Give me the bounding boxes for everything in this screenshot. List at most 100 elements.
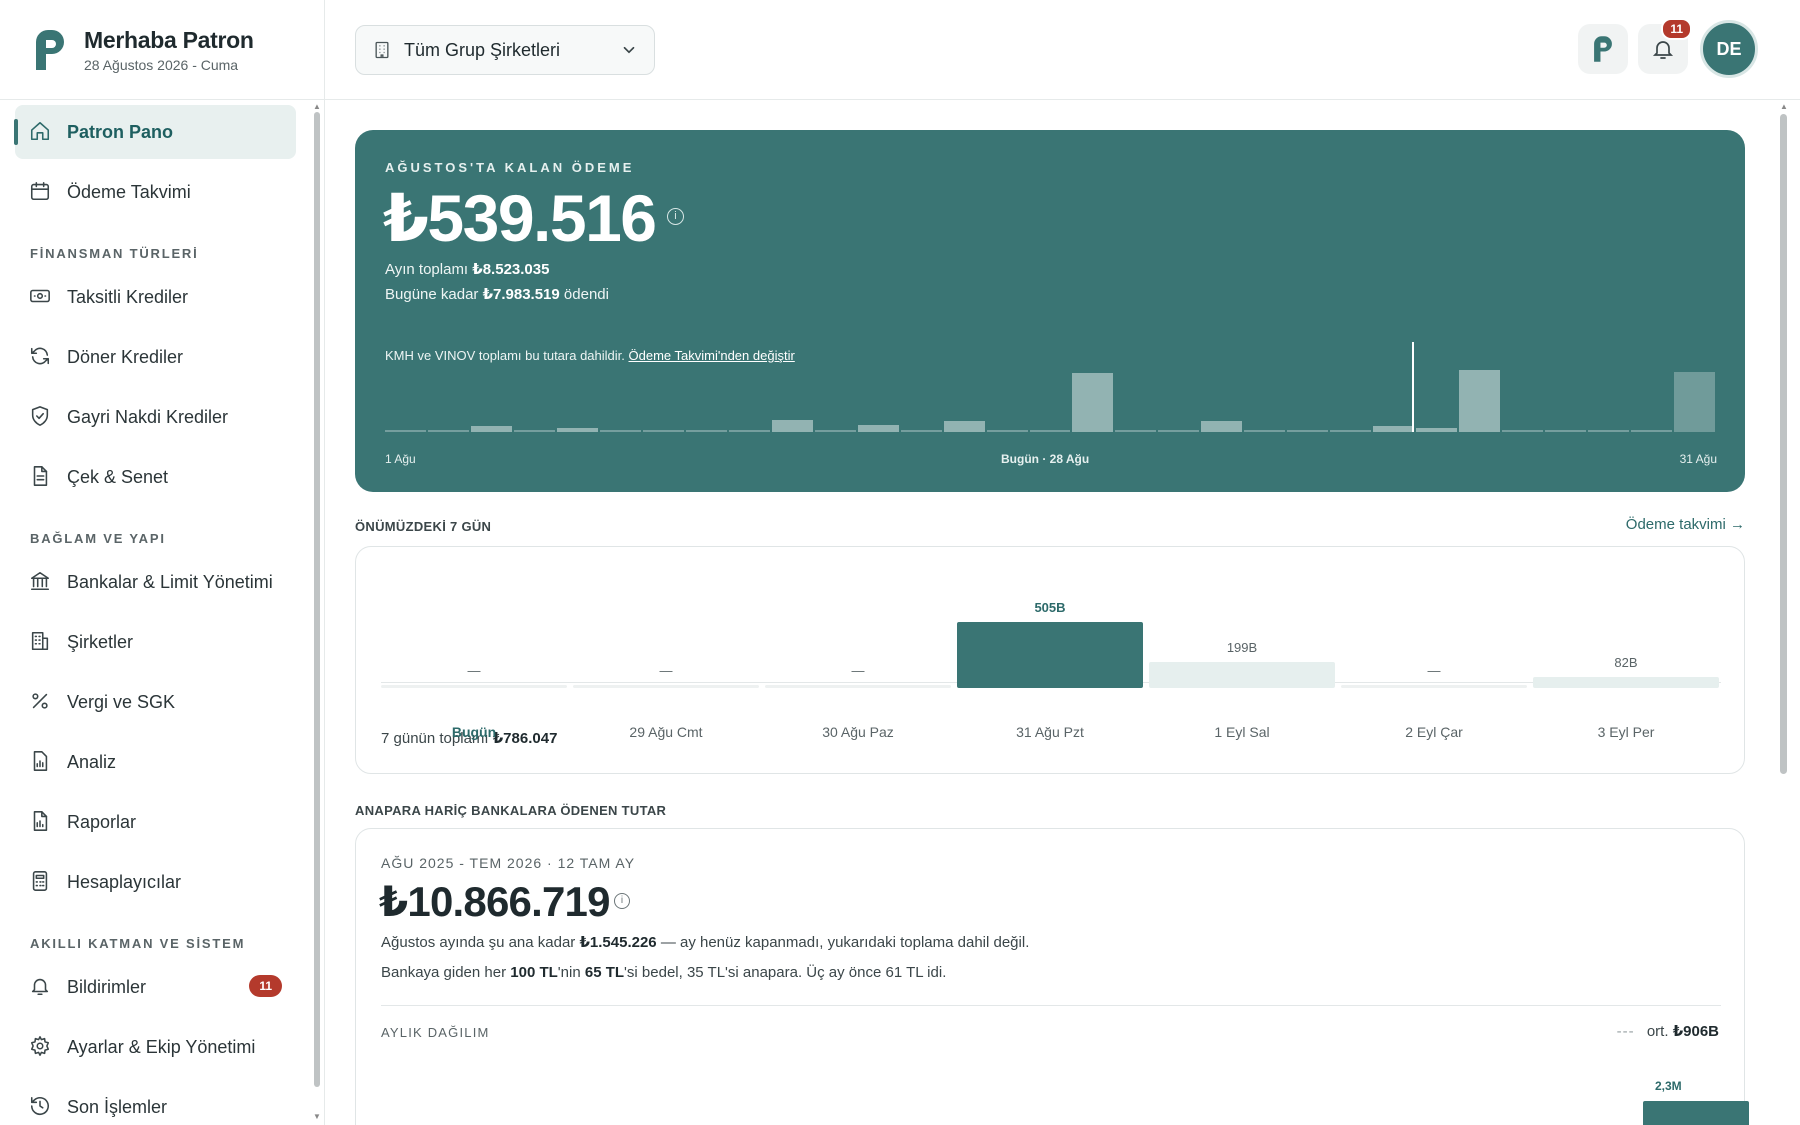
current-date: 28 Ağustos 2026 - Cuma: [84, 56, 239, 73]
section-heading-context: BAĞLAM VE YAPI: [30, 531, 166, 546]
payment-calendar-link[interactable]: Ödeme takvimi →: [1625, 516, 1745, 533]
week-day-column[interactable]: — 2 Eyl Çar: [1341, 577, 1527, 747]
daily-payment-bar[interactable]: [1416, 427, 1458, 432]
hero-note-text: KMH ve VINOV toplamı bu tutara dahildir.: [385, 348, 625, 363]
daily-payment-bar[interactable]: [771, 419, 813, 432]
sidebar-item-son-islemler[interactable]: Son İşlemler: [15, 1080, 296, 1125]
sidebar-item-label: Döner Krediler: [67, 346, 184, 367]
hero-eyebrow: AĞUSTOS'TA KALAN ÖDEME: [385, 160, 635, 175]
sidebar-item-bankalar[interactable]: Bankalar & Limit Yönetimi: [15, 555, 296, 609]
daily-payment-bar[interactable]: [513, 430, 555, 432]
week-day-bar: [1149, 662, 1335, 688]
daily-payment-bar[interactable]: [1287, 430, 1329, 432]
sidebar-item-vergi-sgk[interactable]: Vergi ve SGK: [15, 675, 296, 729]
daily-payment-bar[interactable]: [814, 430, 856, 432]
month-total-label: Ayın toplamı: [385, 261, 469, 278]
change-in-calendar-link[interactable]: Ödeme Takvimi'nden değiştir: [628, 348, 795, 363]
sidebar-item-patron-pano[interactable]: Patron Pano: [14, 105, 296, 159]
sidebar-item-doner-krediler[interactable]: Döner Krediler: [15, 330, 296, 384]
notifications-button[interactable]: 11: [1638, 18, 1692, 74]
daily-payment-bar[interactable]: [1631, 430, 1673, 432]
scroll-up-icon[interactable]: ▲: [313, 102, 321, 111]
sidebar-item-gayri-nakdi[interactable]: Gayri Nakdi Krediler: [15, 390, 296, 444]
sidebar-item-cek-senet[interactable]: Çek & Senet: [15, 450, 296, 504]
main-content: AĞUSTOS'TA KALAN ÖDEME ₺539.516 i Ayın t…: [325, 100, 1787, 1125]
daily-payment-bar[interactable]: [642, 430, 684, 432]
week-day-column[interactable]: — 29 Ağu Cmt: [573, 577, 759, 747]
scroll-down-icon[interactable]: ▼: [313, 1112, 321, 1121]
week-day-column[interactable]: 82B 3 Eyl Per: [1533, 577, 1719, 747]
daily-payment-bar[interactable]: [385, 430, 426, 432]
info-icon[interactable]: i: [614, 893, 630, 909]
greeting-title: Merhaba Patron: [84, 26, 254, 53]
august-interest-amount: ₺1.545.226: [579, 934, 657, 951]
interest-paid-card: AĞU 2025 - TEM 2026 · 12 TAM AY ₺10.866.…: [355, 828, 1749, 1125]
week-total-value: ₺786.047: [492, 730, 558, 747]
sidebar-item-label: Patron Pano: [67, 121, 174, 142]
week-day-label: 30 Ağu Paz: [822, 724, 894, 740]
daily-payment-bar[interactable]: [728, 430, 770, 432]
daily-payment-bar[interactable]: [556, 427, 598, 432]
sidebar-item-sirketler[interactable]: Şirketler: [15, 615, 296, 669]
sidebar-scrollbar[interactable]: ▲ ▼: [312, 100, 322, 1125]
week-day-value: 82B: [1614, 655, 1638, 671]
daily-payment-bar[interactable]: [1072, 373, 1114, 432]
week-day-column[interactable]: 505B 31 Ağu Pzt: [957, 577, 1143, 747]
week-day-label: Bugün: [451, 724, 497, 740]
daily-payment-bar[interactable]: [1373, 425, 1415, 432]
scroll-up-icon[interactable]: ▲: [1780, 102, 1788, 111]
daily-payment-bar[interactable]: [1115, 430, 1157, 432]
daily-payment-bar[interactable]: [1158, 430, 1200, 432]
paid-label: Bugüne kadar: [385, 286, 479, 303]
daily-payment-bar[interactable]: [427, 430, 469, 432]
week-day-bar: [957, 622, 1143, 688]
calculator-icon: [29, 870, 53, 894]
sidebar-item-analiz[interactable]: Analiz: [15, 735, 296, 789]
scrollbar-thumb[interactable]: [314, 112, 320, 1087]
sidebar-item-label: Ödeme Takvimi: [67, 181, 191, 202]
bar-value-label: 2,3M: [1655, 1079, 1682, 1093]
daily-payment-bar[interactable]: [1459, 370, 1501, 432]
daily-payment-bar[interactable]: [1201, 420, 1243, 432]
chart-bar: [1643, 1101, 1749, 1125]
august-interest-post: — ay henüz kapanmadı, yukarıdaki toplama…: [660, 934, 1030, 951]
daily-payment-bar[interactable]: [943, 420, 985, 432]
patron-logo-button[interactable]: [1578, 24, 1628, 74]
main-scrollbar[interactable]: ▲: [1777, 100, 1789, 1125]
sidebar-item-ayarlar[interactable]: Ayarlar & Ekip Yönetimi: [15, 1020, 296, 1074]
sidebar-item-label: Taksitli Krediler: [67, 286, 189, 307]
daily-payment-bar[interactable]: [986, 430, 1028, 432]
daily-payment-bar[interactable]: [1674, 372, 1715, 432]
daily-payment-bar[interactable]: [900, 430, 942, 432]
daily-payment-bar[interactable]: [857, 424, 899, 432]
sidebar-item-label: Hesaplayıcılar: [67, 871, 182, 892]
interest-section-title: ANAPARA HARİÇ BANKALARA ÖDENEN TUTAR: [355, 803, 667, 818]
week-day-column[interactable]: 199B 1 Eyl Sal: [1149, 577, 1335, 747]
week-day-label: 29 Ağu Cmt: [629, 724, 703, 740]
sidebar-item-odeme-takvimi[interactable]: Ödeme Takvimi: [15, 165, 296, 219]
patron-logo-icon: [36, 29, 64, 70]
gear-icon: [29, 1035, 53, 1059]
daily-payment-bar[interactable]: [1029, 430, 1071, 432]
week-day-value: —: [1427, 663, 1441, 678]
daily-payment-bar[interactable]: [1545, 430, 1587, 432]
daily-payment-bar[interactable]: [1330, 430, 1372, 432]
daily-payment-bar[interactable]: [685, 430, 727, 432]
daily-payment-bar[interactable]: [1244, 430, 1286, 432]
daily-payment-bar[interactable]: [1502, 430, 1544, 432]
daily-payment-bar[interactable]: [1588, 430, 1630, 432]
company-select[interactable]: Tüm Grup Şirketleri: [355, 25, 655, 75]
sidebar-item-bildirimler[interactable]: Bildirimler 11: [15, 960, 296, 1014]
sidebar-item-raporlar[interactable]: Raporlar: [15, 795, 296, 849]
info-icon[interactable]: i: [667, 208, 684, 225]
week-day-label: 1 Eyl Sal: [1214, 724, 1270, 740]
week-day-column[interactable]: — 30 Ağu Paz: [765, 577, 951, 747]
daily-payment-bar[interactable]: [599, 430, 641, 432]
daily-payment-bar[interactable]: [470, 425, 512, 432]
week-day-column[interactable]: — Bugün: [381, 577, 567, 747]
scrollbar-thumb[interactable]: [1780, 114, 1787, 774]
avatar[interactable]: DE: [1700, 20, 1758, 78]
sidebar-item-taksitli-krediler[interactable]: Taksitli Krediler: [15, 270, 296, 324]
sidebar-item-hesaplayicilar[interactable]: Hesaplayıcılar: [15, 855, 296, 909]
next-7-days-card: 7 günün toplamı ₺786.047 — Bugün — 29 Ağu C…: [355, 546, 1745, 774]
